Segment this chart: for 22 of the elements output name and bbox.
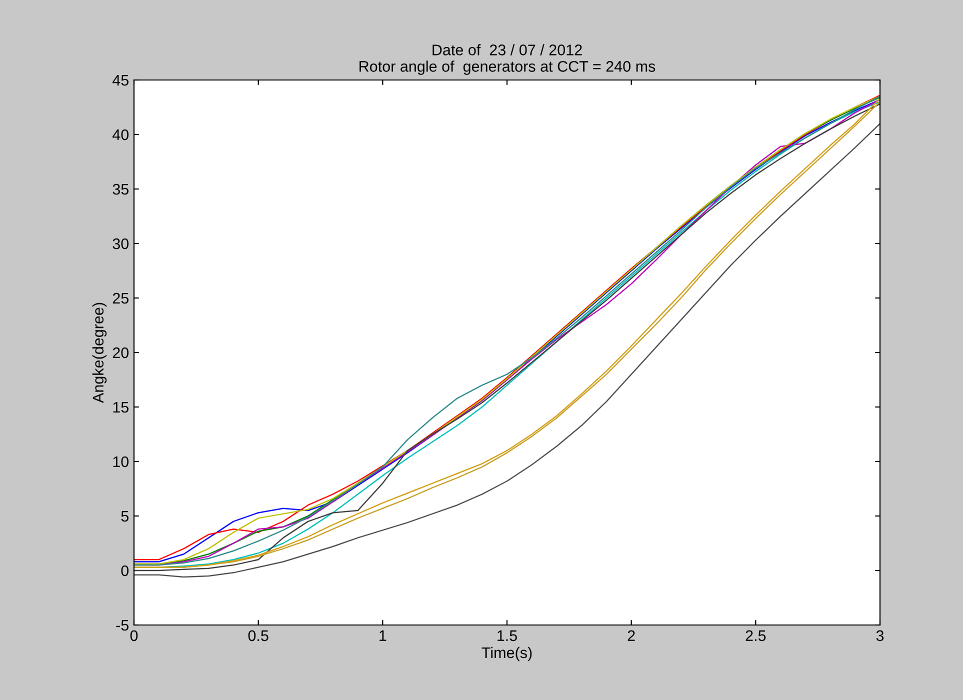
x-tick-label: 3 [876, 630, 884, 642]
y-tick-label: 15 [113, 402, 128, 413]
y-tick-label: 30 [112, 238, 129, 250]
x-tick-label: 1 [380, 630, 386, 641]
y-axis-title: Angke(degree) [92, 302, 107, 403]
y-tick-label: 40 [112, 129, 129, 140]
x-tick-label: 0 [130, 630, 138, 642]
x-axis-title: Time(s) [482, 646, 532, 662]
x-tick-label: 2 [628, 630, 635, 641]
y-tick-label: 5 [121, 511, 128, 522]
chart-title: Date of 23 / 07 / 2012 [432, 44, 582, 56]
y-tick-label: 20 [112, 347, 129, 358]
y-tick-label: -5 [116, 620, 128, 631]
x-tick-label: 1.5 [498, 630, 517, 642]
y-tick-label: 35 [112, 184, 128, 195]
y-tick-label: 10 [113, 456, 129, 468]
chart-subtitle: Rotor angle of generators at CCT = 240 ms [360, 60, 656, 75]
x-tick-label: 0.5 [248, 630, 268, 642]
x-tick-label: 2.5 [746, 630, 766, 642]
y-tick-label: 25 [112, 292, 128, 304]
y-tick-label: 0 [121, 565, 129, 576]
y-tick-label: 45 [112, 75, 128, 86]
